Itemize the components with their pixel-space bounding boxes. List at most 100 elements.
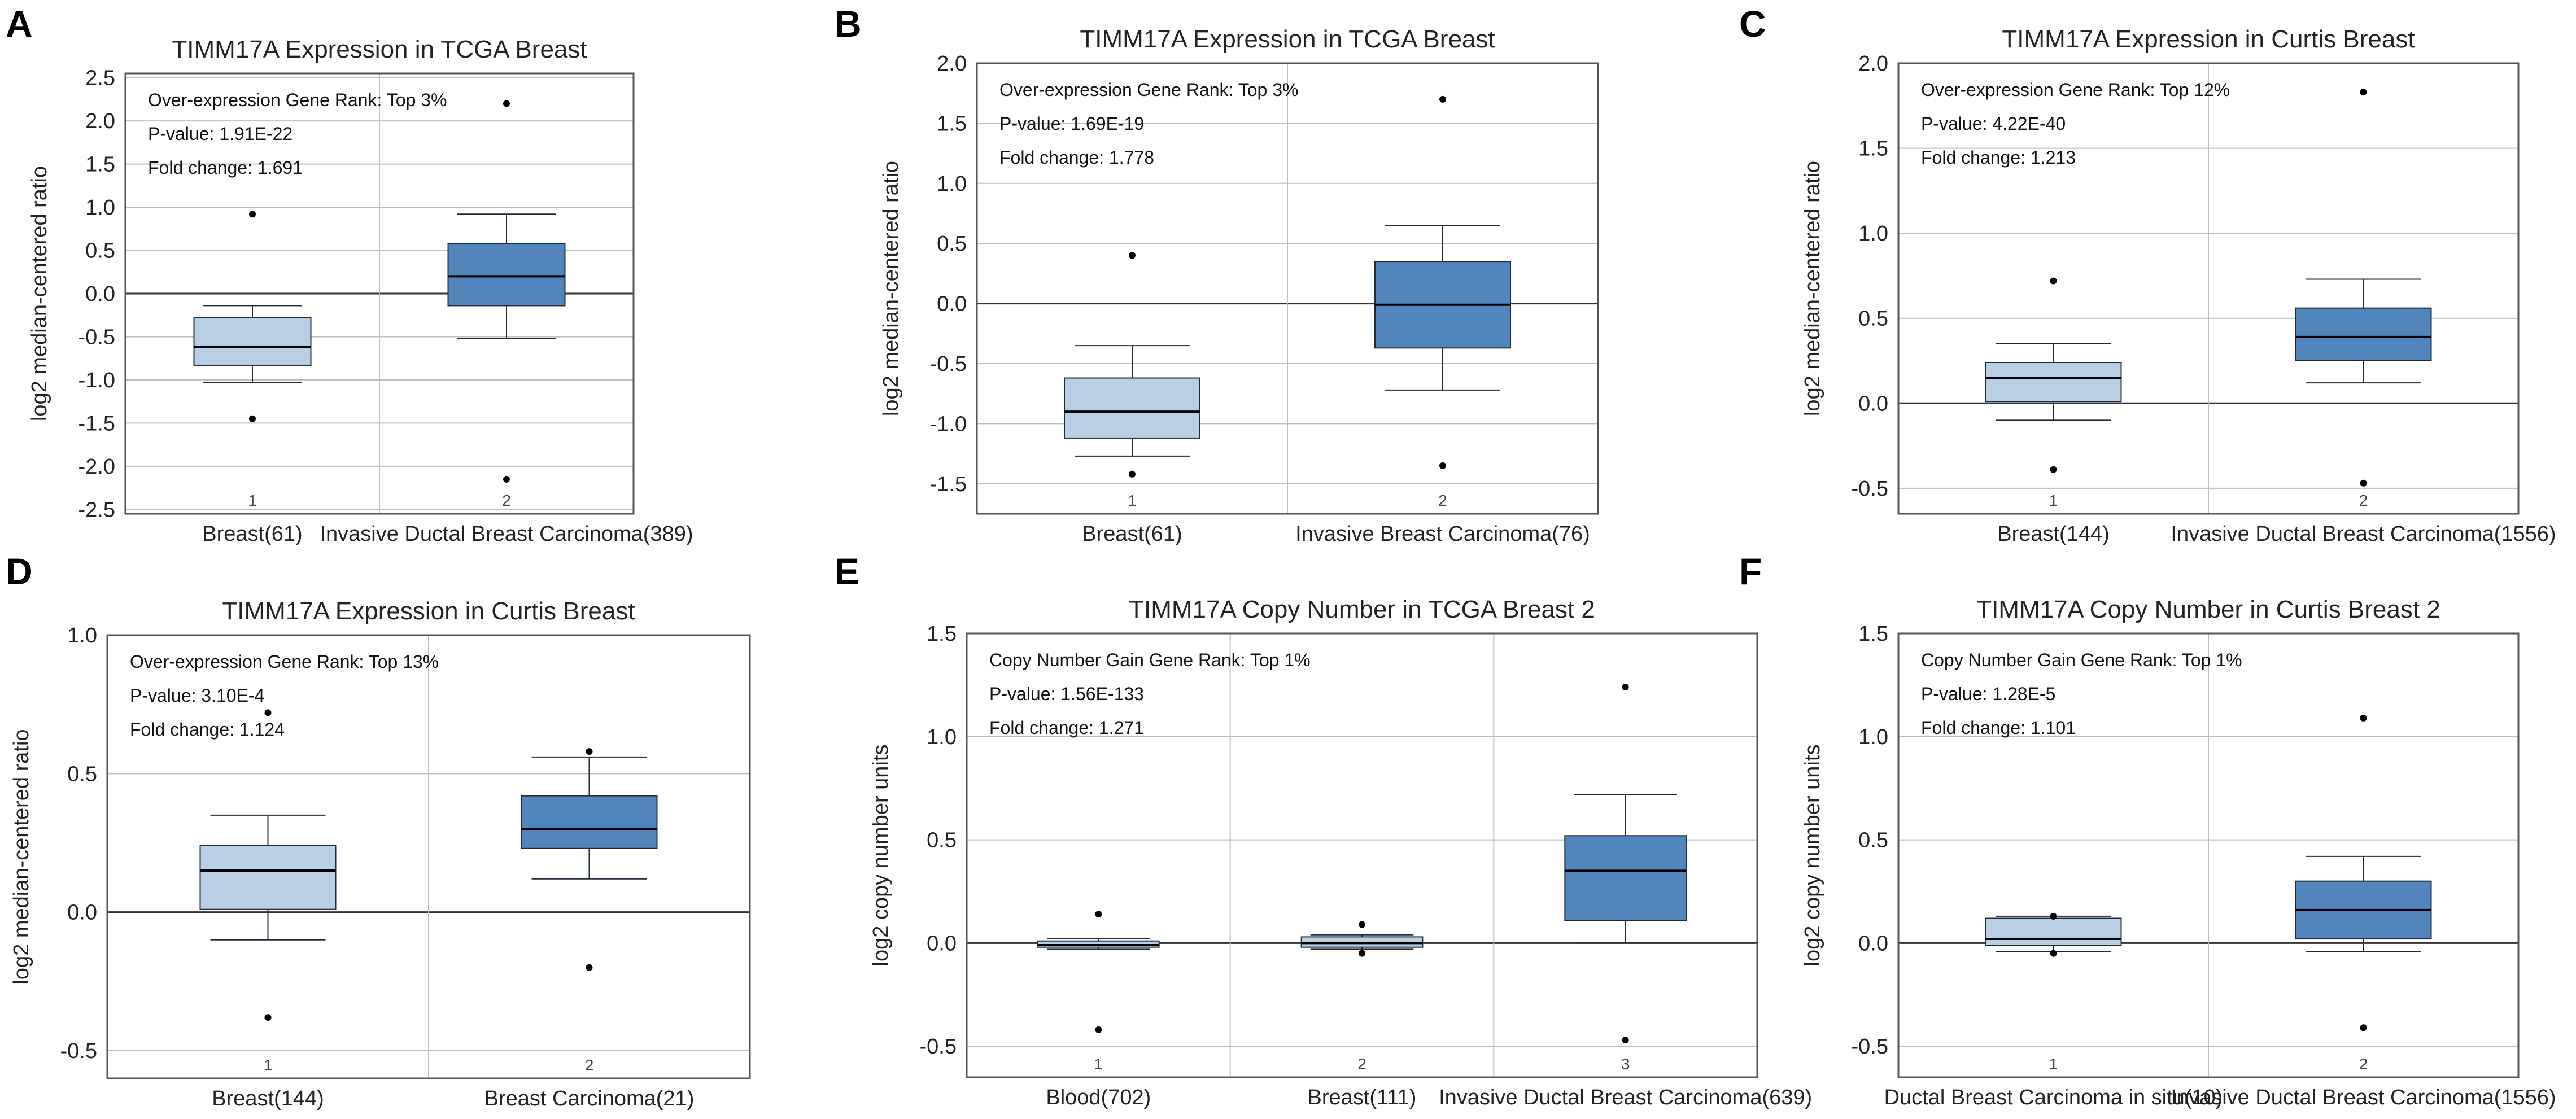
chart-panel-e: E TIMM17A Copy Number in TCGA Breast 2 log… bbox=[835, 550, 1812, 1109]
group-number: 2 bbox=[2359, 1055, 2368, 1073]
annotation-line: Fold change: 1.124 bbox=[130, 719, 285, 740]
y-tick-label: 1.5 bbox=[1858, 622, 1888, 646]
y-tick-label: -1.5 bbox=[930, 473, 967, 496]
outlier-point bbox=[1095, 911, 1102, 918]
y-axis-label: log2 median-centered ratio bbox=[879, 161, 903, 416]
plot-frame bbox=[1897, 632, 2520, 1078]
y-tick-label: 0.5 bbox=[1858, 829, 1888, 853]
group-number: 2 bbox=[502, 492, 511, 509]
plot-frame bbox=[966, 632, 1758, 1078]
y-tick-label: 0.0 bbox=[67, 901, 97, 925]
y-tick-label: 1.5 bbox=[85, 153, 115, 177]
y-tick-label: 0.0 bbox=[85, 282, 115, 306]
group-number: 1 bbox=[248, 492, 257, 509]
y-tick-label: 1.0 bbox=[85, 196, 115, 220]
y-tick-label: 2.0 bbox=[937, 52, 967, 76]
y-tick-label: -2.0 bbox=[78, 455, 115, 479]
annotation-line: Over-expression Gene Rank: Top 13% bbox=[130, 652, 439, 672]
plot-frame bbox=[124, 72, 635, 515]
outlier-point bbox=[2360, 479, 2367, 487]
y-tick-label: -1.0 bbox=[78, 369, 115, 392]
y-tick-label: 1.5 bbox=[1858, 137, 1888, 161]
y-tick-label: 0.5 bbox=[937, 232, 967, 256]
outlier-point bbox=[2050, 912, 2057, 920]
panel-letter: E bbox=[835, 550, 859, 592]
y-tick-label: 0.0 bbox=[1858, 392, 1888, 416]
y-tick-label: 0.5 bbox=[85, 239, 115, 263]
annotation-line: Copy Number Gain Gene Rank: Top 1% bbox=[989, 650, 1311, 670]
y-tick-label: -1.5 bbox=[78, 412, 115, 435]
annotation-line: Fold change: 1.691 bbox=[148, 158, 303, 178]
panel-letter: B bbox=[835, 3, 862, 45]
box bbox=[521, 795, 658, 849]
outlier-point bbox=[1129, 470, 1136, 478]
chart-panel-a: A TIMM17A Expression in TCGA Breast log2 m… bbox=[6, 3, 693, 546]
annotation-line: Over-expression Gene Rank: Top 12% bbox=[1921, 80, 2230, 100]
y-tick-label: -0.5 bbox=[920, 1035, 957, 1059]
y-tick-label: 1.0 bbox=[1858, 222, 1888, 246]
outlier-point bbox=[1129, 252, 1136, 259]
box bbox=[1985, 917, 2122, 946]
category-label: Breast(144) bbox=[212, 1087, 324, 1111]
group-number: 2 bbox=[1438, 492, 1447, 509]
y-axis-label: log2 median-centered ratio bbox=[28, 166, 51, 421]
y-axis-label: log2 median-centered ratio bbox=[10, 729, 33, 984]
chart-title: TIMM17A Expression in Curtis Breast bbox=[222, 597, 635, 625]
outlier-point bbox=[1439, 462, 1446, 469]
category-label: Ductal Breast Carcinoma in situ(10) bbox=[1884, 1086, 2223, 1109]
annotation-line: Over-expression Gene Rank: Top 3% bbox=[148, 90, 447, 110]
panel-letter: C bbox=[1739, 3, 1766, 45]
y-axis-label: log2 median-centered ratio bbox=[1801, 161, 1824, 416]
annotation-line: P-value: 1.91E-22 bbox=[148, 124, 292, 144]
chart-panel-d: D TIMM17A Expression in Curtis Breast log2… bbox=[6, 550, 751, 1111]
group-number: 1 bbox=[264, 1056, 273, 1074]
plot-frame bbox=[1897, 62, 2520, 515]
outlier-point bbox=[2360, 714, 2367, 722]
panel-letter: F bbox=[1739, 550, 1762, 592]
group-number: 1 bbox=[2049, 492, 2058, 509]
annotation-line: P-value: 1.56E-133 bbox=[989, 684, 1144, 704]
outlier-point bbox=[2050, 277, 2057, 285]
outlier-point bbox=[503, 100, 510, 107]
outlier-point bbox=[586, 964, 593, 971]
annotation-line: Fold change: 1.213 bbox=[1921, 147, 2076, 168]
y-tick-label: 0.0 bbox=[927, 932, 957, 955]
outlier-point bbox=[249, 211, 256, 218]
outlier-point bbox=[2050, 466, 2057, 473]
annotation-line: P-value: 1.28E-5 bbox=[1921, 684, 2055, 704]
y-tick-label: -0.5 bbox=[1852, 1035, 1888, 1059]
group-number: 2 bbox=[1357, 1055, 1366, 1073]
chart-title: TIMM17A Expression in TCGA Breast bbox=[172, 36, 587, 63]
group-number: 2 bbox=[585, 1056, 594, 1074]
chart-title: TIMM17A Copy Number in Curtis Breast 2 bbox=[1976, 596, 2440, 623]
chart-title: TIMM17A Expression in Curtis Breast bbox=[2002, 25, 2415, 53]
group-number: 1 bbox=[1094, 1055, 1103, 1073]
outlier-point bbox=[1095, 1026, 1102, 1033]
y-tick-label: -0.5 bbox=[78, 325, 115, 349]
y-tick-label: -1.0 bbox=[930, 412, 967, 436]
chart-panel-f: F TIMM17A Copy Number in Curtis Breast 2 l… bbox=[1739, 550, 2556, 1109]
y-tick-label: 1.0 bbox=[927, 725, 957, 749]
outlier-point bbox=[586, 748, 593, 755]
outlier-point bbox=[264, 709, 272, 716]
box bbox=[193, 317, 312, 366]
panel-letter: D bbox=[6, 550, 33, 592]
category-label: Invasive Ductal Breast Carcinoma(1556) bbox=[2171, 1086, 2556, 1109]
y-tick-label: 2.0 bbox=[85, 110, 115, 133]
category-label: Invasive Ductal Breast Carcinoma(639) bbox=[1439, 1086, 1812, 1109]
annotation-line: Over-expression Gene Rank: Top 3% bbox=[999, 80, 1298, 100]
box bbox=[1564, 835, 1687, 921]
plot-frame bbox=[106, 634, 751, 1079]
outlier-point bbox=[1622, 684, 1629, 691]
outlier-point bbox=[1622, 1037, 1629, 1044]
outlier-point bbox=[1359, 921, 1365, 928]
box bbox=[1064, 377, 1200, 439]
box bbox=[199, 845, 337, 910]
category-label: Breast(111) bbox=[1308, 1086, 1417, 1109]
annotation-line: P-value: 4.22E-40 bbox=[1921, 113, 2066, 134]
y-tick-label: 1.0 bbox=[1858, 725, 1888, 749]
outlier-point bbox=[2360, 1024, 2367, 1031]
y-tick-label: -0.5 bbox=[930, 352, 967, 376]
category-label: Invasive Ductal Breast Carcinoma(1556) bbox=[2171, 522, 2556, 546]
